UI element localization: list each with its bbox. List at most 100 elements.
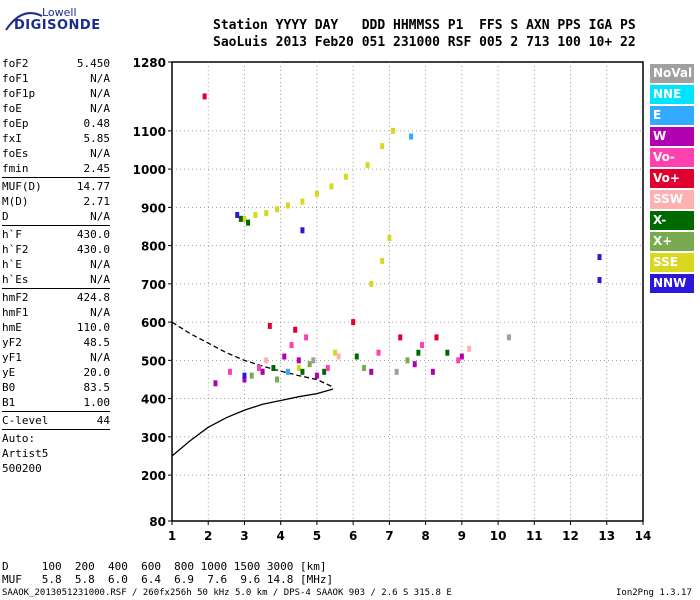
param-label: yF1 <box>2 351 22 364</box>
echo-point <box>329 183 334 190</box>
param-label: foF1p <box>2 87 36 100</box>
x-tick-label: 1 <box>168 529 176 543</box>
param-row: h`F2 430.0 <box>2 242 110 257</box>
param-label: fmin <box>2 162 29 175</box>
echo-point <box>405 357 410 364</box>
echo-point <box>456 357 461 364</box>
param-row: foEs N/A <box>2 146 110 161</box>
param-label: foEp <box>2 117 29 130</box>
echo-point <box>271 365 276 371</box>
param-value: 5.450 <box>76 57 110 70</box>
param-separator <box>2 411 110 412</box>
param-label: fxI <box>2 132 22 145</box>
param-value: 14.77 <box>76 180 110 193</box>
x-tick-label: 12 <box>562 529 579 543</box>
polarization-legend: NoVal NNE E W Vo- Vo+ SSW X- X+ SSE NNW <box>650 64 694 295</box>
param-label: M(D) <box>2 195 29 208</box>
param-label: 500200 <box>2 462 42 475</box>
echo-point <box>289 342 294 349</box>
param-row: C-level 44 <box>2 413 110 428</box>
echo-point <box>275 376 280 383</box>
echo-point <box>253 212 258 218</box>
param-label: yE <box>2 366 16 379</box>
param-row: yF1 N/A <box>2 350 110 365</box>
param-value: 430.0 <box>76 228 110 241</box>
logo-text-lowell: Lowell <box>42 6 77 19</box>
y-tick-label: 700 <box>141 278 166 292</box>
echo-point <box>242 372 247 379</box>
x-tick-label: 3 <box>240 529 248 543</box>
x-tick-label: 10 <box>490 529 507 543</box>
param-row: Auto: <box>2 431 110 446</box>
echo-point <box>235 212 240 218</box>
echo-point <box>264 210 269 217</box>
echo-point <box>336 353 341 360</box>
echo-point <box>256 365 261 371</box>
header-values: SaoLuis 2013 Feb20 051 231000 RSF 005 2 … <box>213 35 636 50</box>
echo-point <box>296 365 301 371</box>
echo-point <box>300 368 305 375</box>
legend-entry: E <box>650 106 694 125</box>
param-label: h`F2 <box>2 243 29 256</box>
y-tick-label: 500 <box>141 354 166 368</box>
echo-point <box>325 365 330 371</box>
y-tick-label: 1000 <box>133 163 166 177</box>
param-value: 48.5 <box>83 336 111 349</box>
param-value: 83.5 <box>83 381 111 394</box>
echo-point <box>362 365 367 371</box>
x-tick-label: 2 <box>204 529 212 543</box>
echo-point <box>300 227 305 234</box>
echo-point <box>242 376 247 383</box>
param-value: 110.0 <box>76 321 110 334</box>
echo-point <box>597 254 602 261</box>
y-tick-label: 600 <box>141 316 166 330</box>
legend-entry: NoVal <box>650 64 694 83</box>
logo-text-digisonde: DIGISONDE <box>14 18 101 33</box>
param-row: 500200 <box>2 461 110 476</box>
echo-point <box>343 173 348 180</box>
param-label: foF1 <box>2 72 29 85</box>
param-separator <box>2 288 110 289</box>
y-tick-label: 1100 <box>133 125 166 139</box>
param-label: Auto: <box>2 432 36 445</box>
param-label: B1 <box>2 396 16 409</box>
param-value: N/A <box>90 306 110 319</box>
param-value: N/A <box>90 351 110 364</box>
echo-point <box>322 368 327 375</box>
x-tick-label: 9 <box>458 529 466 543</box>
param-row: foF1p N/A <box>2 86 110 101</box>
echo-point <box>369 368 374 375</box>
legend-entry: W <box>650 127 694 146</box>
param-row: foF2 5.450 <box>2 56 110 71</box>
echo-point <box>293 326 298 333</box>
param-value: N/A <box>90 258 110 271</box>
echo-point <box>307 361 312 368</box>
legend-entry: X+ <box>650 232 694 251</box>
plot-frame <box>171 61 644 522</box>
echo-point <box>213 380 218 387</box>
param-separator <box>2 429 110 430</box>
param-row: B1 1.00 <box>2 395 110 410</box>
echo-point <box>597 277 602 284</box>
x-tick-label: 11 <box>526 529 543 543</box>
footer-version: Ion2Png 1.3.17 <box>616 588 692 598</box>
param-row: fmin 2.45 <box>2 161 110 176</box>
param-row: D N/A <box>2 209 110 224</box>
param-row: hmF1 N/A <box>2 305 110 320</box>
echo-point <box>296 357 301 364</box>
param-value: 2.45 <box>83 162 111 175</box>
muf-curve-line <box>171 321 334 388</box>
y-tick-label: 800 <box>141 240 166 254</box>
param-value: N/A <box>90 72 110 85</box>
param-label: B0 <box>2 381 16 394</box>
legend-entry: SSW <box>650 190 694 209</box>
param-row: yE 20.0 <box>2 365 110 380</box>
echo-point <box>311 357 316 364</box>
param-label: Artist5 <box>2 447 49 460</box>
param-label: C-level <box>2 414 49 427</box>
param-row: fxI 5.85 <box>2 131 110 146</box>
echo-point <box>459 353 464 360</box>
y-tick-label: 200 <box>141 469 166 483</box>
param-row: Artist5 <box>2 446 110 461</box>
echo-point <box>467 345 472 352</box>
